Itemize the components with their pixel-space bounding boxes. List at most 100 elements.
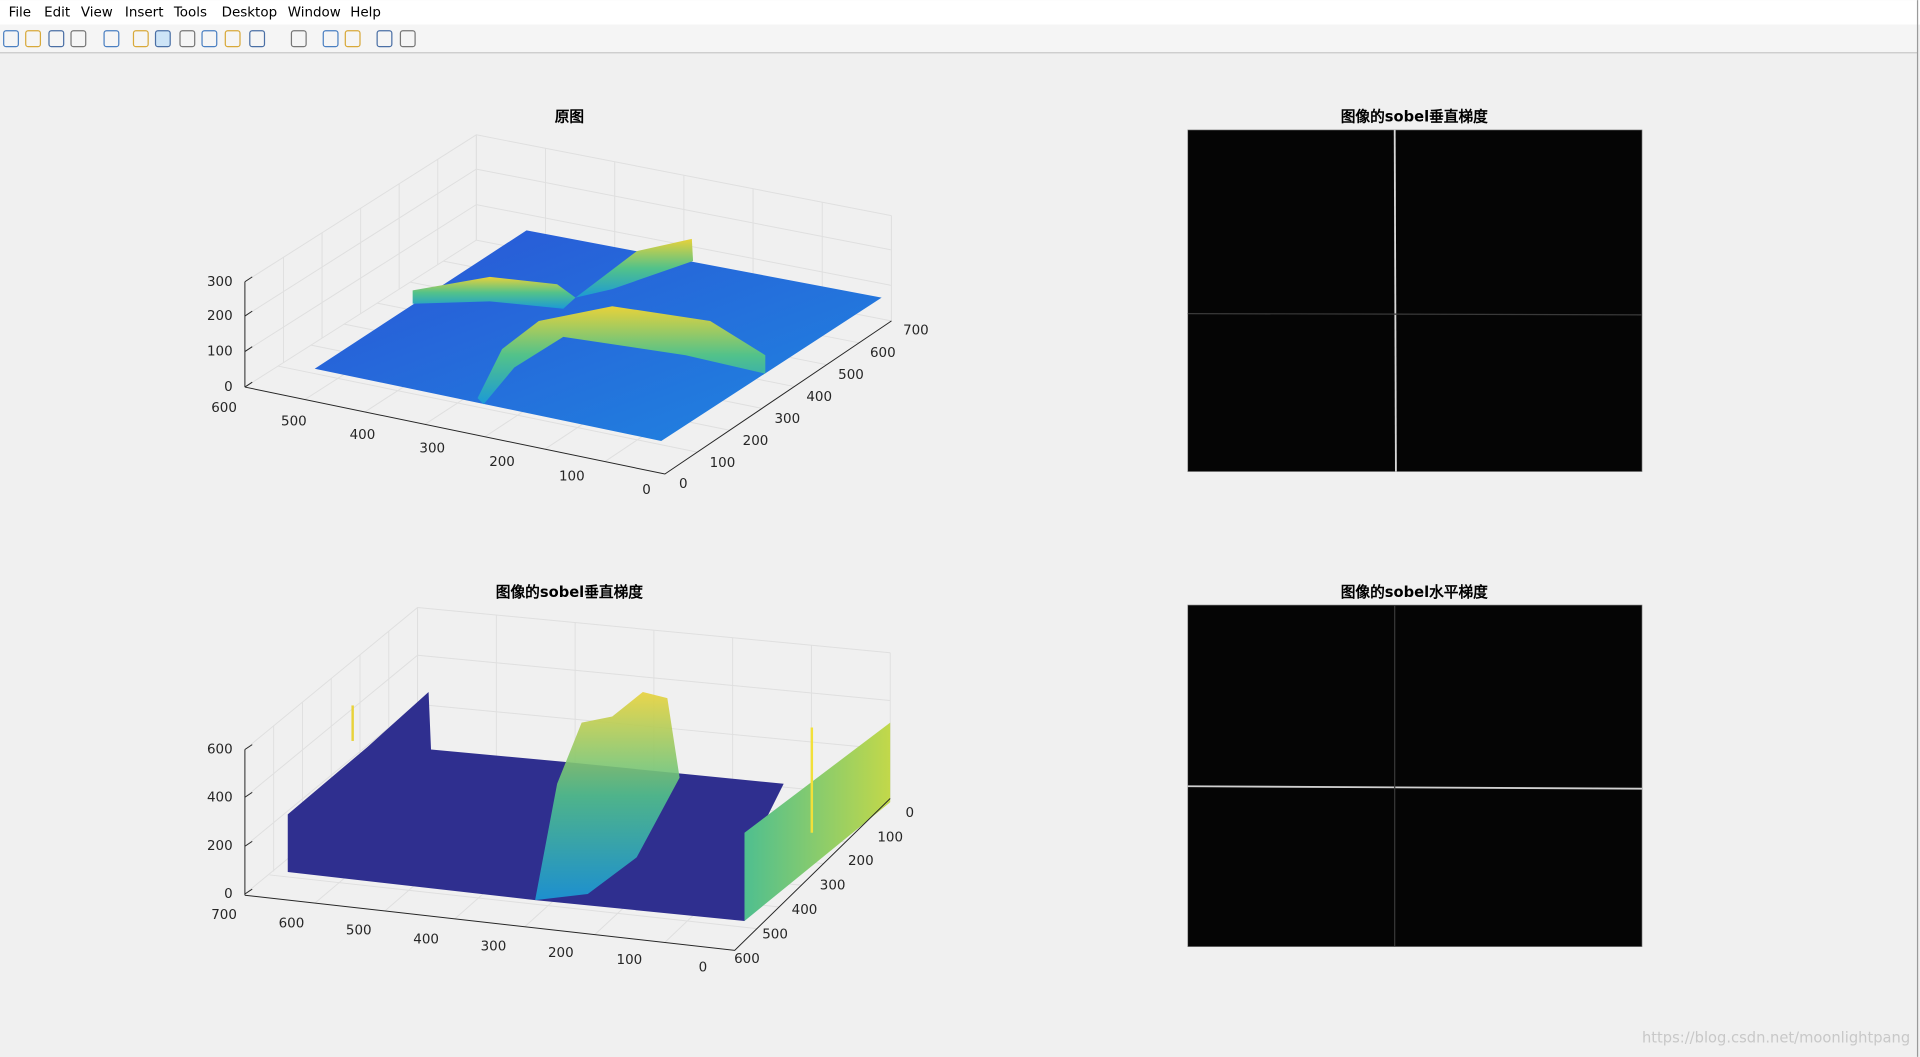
x-tick-label: 600 (870, 346, 896, 361)
grid-line (244, 654, 891, 798)
toolbar (0, 24, 1918, 53)
x-tick-label: 400 (792, 903, 818, 918)
x-tick-label: 100 (710, 456, 736, 471)
tool-button[interactable] (154, 30, 171, 48)
tool-button[interactable] (103, 30, 120, 48)
y-tick-label: 100 (617, 953, 643, 968)
tool-button[interactable] (399, 30, 416, 48)
tick-mark (244, 840, 253, 847)
y-tick-label: 700 (211, 908, 237, 923)
image-title: 图像的sobel垂直梯度 (1341, 108, 1488, 126)
tool-button[interactable] (25, 30, 42, 48)
y-tick-label: 300 (419, 441, 445, 456)
tool-button[interactable] (376, 30, 393, 48)
surface (287, 691, 784, 921)
grid-line (244, 204, 892, 352)
menu-item[interactable]: Desktop (222, 5, 277, 20)
y-tick-label: 0 (642, 483, 651, 498)
x-tick-label: 100 (877, 831, 903, 846)
tool-button[interactable] (344, 30, 361, 48)
tool-button[interactable] (3, 30, 19, 48)
z-tick-label: 0 (224, 380, 233, 395)
menu-item[interactable]: Help (350, 5, 381, 20)
y-tick-label: 600 (211, 401, 237, 416)
grid-line (269, 874, 757, 930)
tool-button[interactable] (249, 30, 266, 48)
tool-button[interactable] (48, 30, 65, 48)
watermark: https://blog.csdn.net/moonlightpang (1642, 1030, 1910, 1047)
plot-title: 图像的sobel垂直梯度 (496, 583, 643, 601)
y-tick-label: 0 (699, 960, 708, 975)
x-tick-label: 200 (743, 434, 769, 449)
tick-mark (244, 276, 253, 283)
z-tick-label: 200 (207, 839, 233, 854)
y-tick-label: 200 (548, 946, 574, 961)
z-tick-label: 100 (207, 345, 233, 360)
x-tick-label: 200 (848, 854, 874, 869)
image-feature (1187, 785, 1643, 790)
tool-button[interactable] (132, 30, 149, 48)
surface-plot: 0 100 200 300 600 500 400 300 200 100 0 0 100 200 300 4… (207, 109, 929, 498)
axis-line (244, 798, 891, 951)
x-tick-label: 700 (903, 324, 929, 339)
y-tick-label: 500 (281, 414, 307, 429)
tick-mark (244, 888, 253, 895)
z-tick-label: 0 (224, 887, 233, 902)
menu-item[interactable]: Tools (173, 5, 207, 20)
image-title: 图像的sobel水平梯度 (1341, 583, 1488, 601)
menu-item[interactable]: Insert (125, 5, 164, 20)
y-tick-label: 400 (413, 932, 439, 947)
grid-line (244, 606, 891, 750)
grid-line (244, 168, 892, 317)
z-tick-label: 600 (207, 743, 233, 758)
x-tick-label: 300 (775, 412, 801, 427)
tick-mark (244, 310, 253, 317)
x-tick-label: 0 (679, 477, 688, 492)
menu-item[interactable]: Window (288, 5, 341, 20)
x-tick-label: 500 (762, 927, 788, 942)
gradient-image (1187, 129, 1643, 472)
z-tick-label: 200 (207, 309, 233, 324)
z-tick-label: 300 (207, 275, 233, 290)
surface-ridge (412, 276, 576, 309)
y-tick-label: 600 (279, 916, 305, 931)
tool-button[interactable] (70, 30, 87, 48)
menu: File Edit View Insert Tools Desktop Window Help (9, 5, 381, 20)
y-tick-label: 300 (481, 940, 507, 955)
tick-mark (244, 744, 253, 750)
tool-button[interactable] (322, 30, 339, 48)
plot-title: 原图 (555, 109, 584, 126)
image-feature (1187, 312, 1643, 316)
tick-mark (244, 346, 253, 352)
y-tick-label: 400 (350, 428, 376, 443)
menu-bar (0, 0, 1920, 25)
grid-line (277, 365, 698, 453)
z-tick-label: 400 (207, 790, 233, 805)
menu-item[interactable]: View (81, 5, 113, 20)
tick-mark (244, 791, 253, 798)
grid-line (244, 134, 892, 283)
x-tick-label: 600 (734, 952, 760, 967)
y-tick-label: 500 (346, 924, 372, 939)
x-tick-label: 400 (806, 390, 832, 405)
x-tick-label: 500 (838, 368, 864, 383)
menu-item[interactable]: Edit (44, 5, 70, 20)
y-tick-label: 100 (559, 469, 585, 484)
toolbar-icons (3, 30, 416, 48)
y-tick-label: 200 (489, 455, 515, 470)
surface-ridge (575, 238, 694, 298)
surface-ridge (477, 306, 766, 405)
tool-button[interactable] (179, 30, 196, 48)
tool-button[interactable] (201, 30, 218, 48)
x-tick-label: 0 (906, 806, 915, 821)
axis-line (244, 320, 892, 475)
surface-side (744, 722, 891, 921)
tool-button[interactable] (290, 30, 307, 48)
image-feature (1393, 129, 1397, 472)
x-tick-label: 300 (820, 878, 846, 893)
tool-button[interactable] (224, 30, 241, 48)
menu-item[interactable]: File (9, 5, 32, 20)
